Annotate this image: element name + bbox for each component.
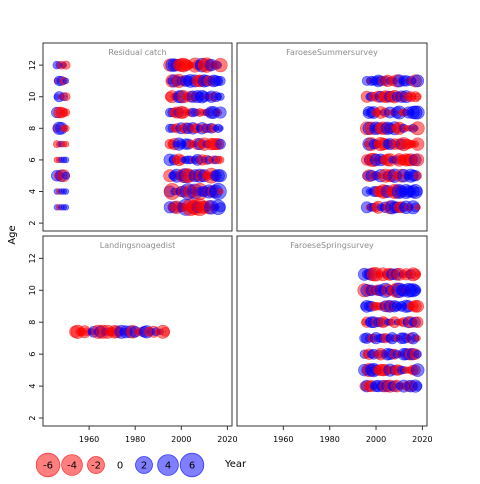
y-tick-label: 2: [28, 221, 37, 226]
x-tick-label: 2020: [217, 435, 237, 444]
panel-title: Landingsnoagedist: [100, 241, 176, 250]
y-tick-label: 6: [28, 352, 37, 357]
bubbles: [51, 57, 228, 217]
bubble-point: [160, 326, 171, 337]
legend-label: -6: [43, 461, 53, 472]
x-tick-label: 2020: [412, 435, 432, 444]
legend-bubble: [135, 456, 153, 474]
panel-title: Residual catch: [108, 48, 166, 57]
y-tick-label: 4: [28, 189, 37, 194]
y-tick-label: 10: [28, 285, 37, 295]
panel-3: FaroeseSpringsurvey: [236, 235, 428, 427]
legend-bubble: [61, 454, 83, 476]
panel-0: Residual catch: [42, 42, 233, 232]
legend-bubble: [179, 452, 205, 478]
axes-layer: 2 4 6 8 10 12 2 4 6 8 10 12 1960 1980 2000 2020 1960 1980…: [28, 60, 433, 444]
legend-label: 2: [141, 461, 147, 472]
panel-title: FaroeseSummersurvey: [286, 48, 378, 57]
x-tick-label: 1960: [79, 435, 99, 444]
panel-frame: [236, 235, 428, 427]
legend-label: 4: [165, 461, 171, 472]
y-tick-label: 12: [28, 253, 37, 263]
x-tick-label: 2000: [366, 435, 386, 444]
legend-label: -2: [91, 461, 101, 472]
x-tick-label: 1980: [320, 435, 340, 444]
y-axis-title: Age: [7, 225, 18, 244]
panel-frame: [42, 42, 233, 232]
legend-title: Year: [224, 459, 247, 470]
panels-layer: Residual catch FaroeseSummersurvey Landing…: [42, 42, 428, 427]
x-tick-label: 1960: [273, 435, 293, 444]
y-tick-label: 4: [28, 384, 37, 389]
y-tick-label: 2: [28, 415, 37, 420]
legend-label: 0: [117, 461, 123, 472]
legend-bubble: [87, 456, 105, 474]
panel-2: Landingsnoagedist: [42, 235, 233, 427]
legend-bubble: [35, 452, 61, 478]
y-tick-label: 12: [28, 60, 37, 70]
bubbles: [357, 267, 425, 393]
bubbles: [359, 74, 425, 215]
x-tick-label: 1980: [125, 435, 145, 444]
x-tick-label: 2000: [171, 435, 191, 444]
legend-label: 6: [189, 461, 195, 472]
legend-bubble: [157, 454, 179, 476]
y-tick-label: 8: [28, 320, 37, 325]
panel-1: FaroeseSummersurvey: [236, 42, 428, 232]
legend: -6 -4 -2 0 2 4 6: [35, 452, 205, 478]
y-tick-label: 6: [28, 157, 37, 162]
y-tick-label: 10: [28, 92, 37, 102]
panel-title: FaroeseSpringsurvey: [290, 241, 374, 250]
legend-label: -4: [67, 461, 77, 472]
bubbles: [69, 324, 171, 339]
panel-frame: [42, 235, 233, 427]
panel-frame: [236, 42, 428, 232]
y-tick-label: 8: [28, 126, 37, 131]
